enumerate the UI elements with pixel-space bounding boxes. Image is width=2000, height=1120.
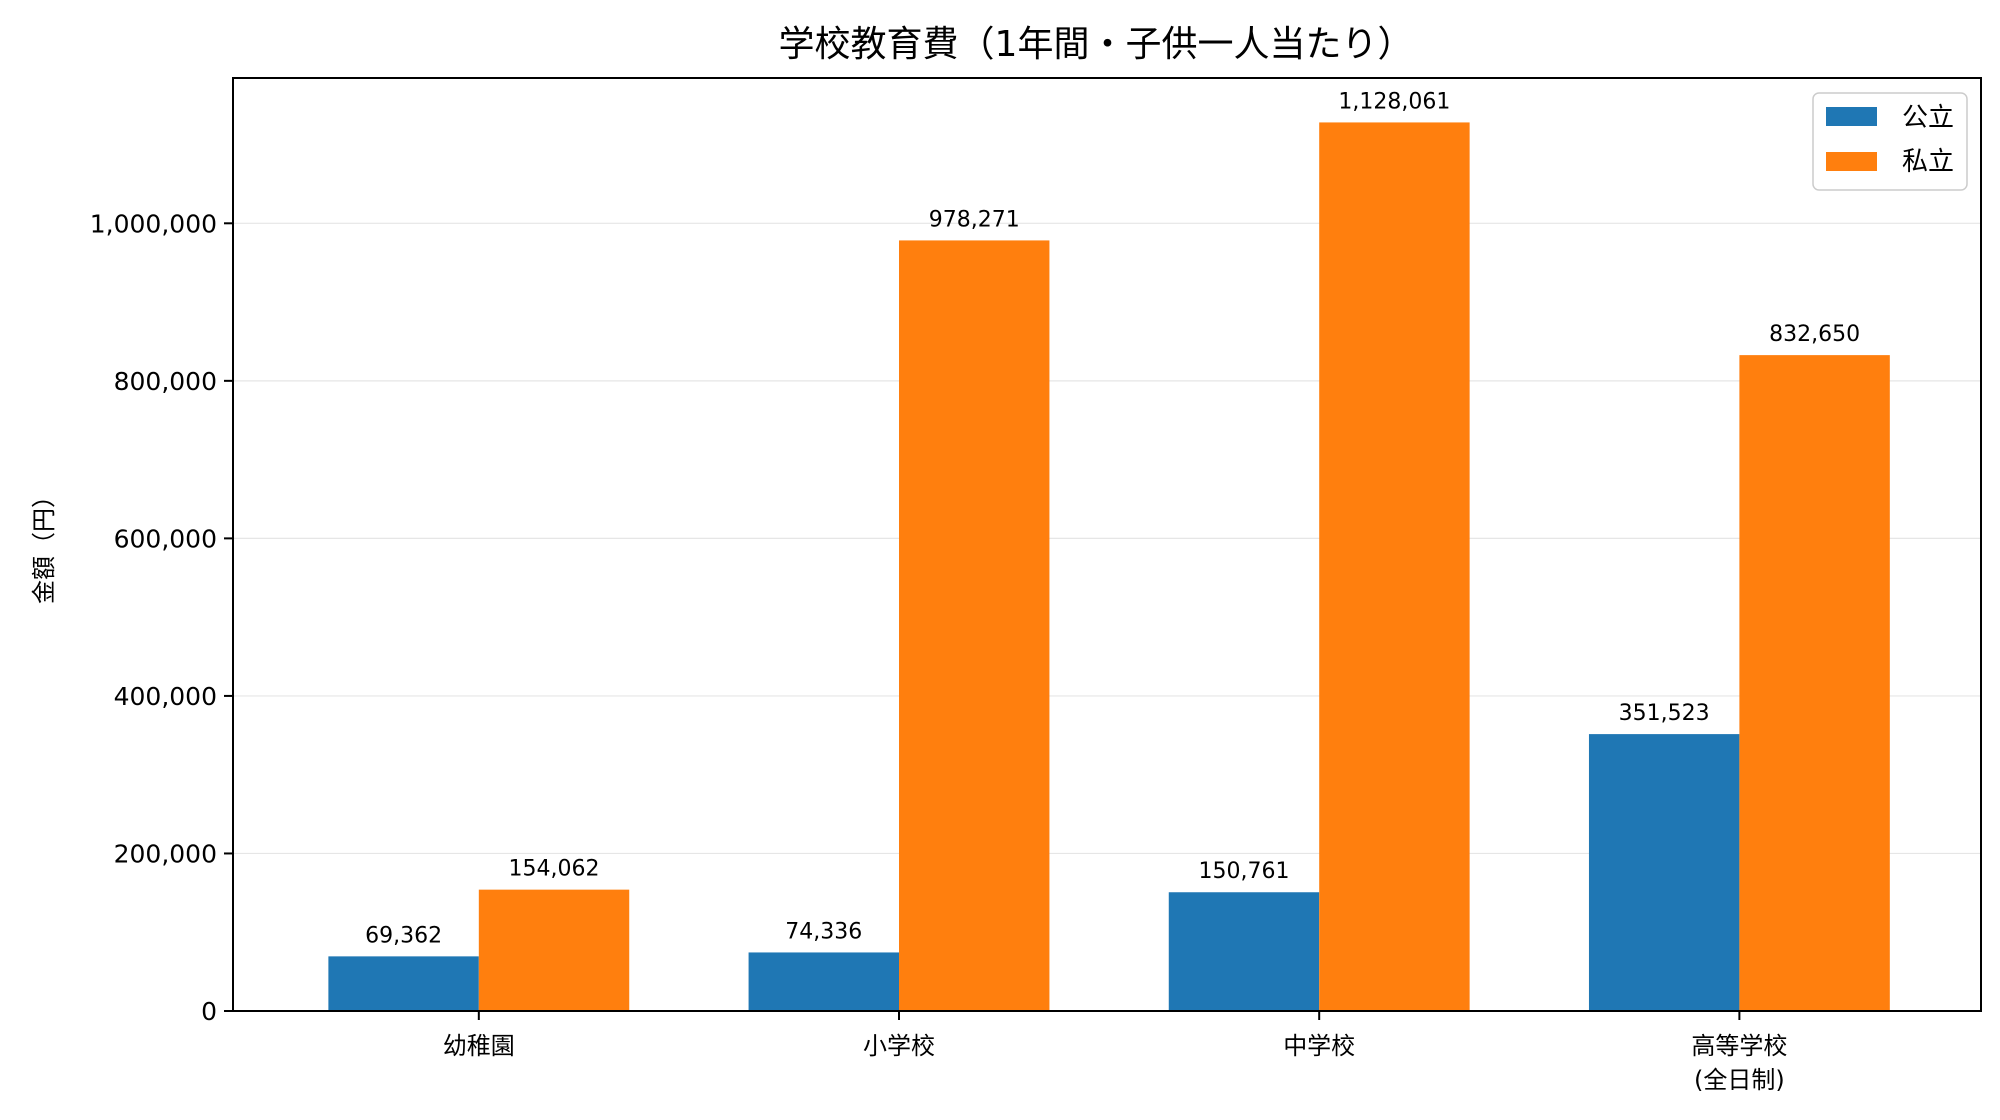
x-axis-ticks: 幼稚園 小学校 中学校 高等学校 (全日制) [443, 1011, 1787, 1094]
data-label: 74,336 [785, 919, 862, 944]
x-tick-label: 小学校 [863, 1032, 935, 1060]
x-tick-label: (全日制) [1694, 1066, 1785, 1094]
bar-private-2 [1319, 122, 1470, 1012]
legend-swatch-public [1826, 107, 1877, 126]
x-tick-label: 幼稚園 [443, 1032, 515, 1060]
data-label: 832,650 [1769, 322, 1860, 347]
data-label: 1,128,061 [1338, 89, 1450, 114]
data-label: 978,271 [929, 207, 1020, 232]
y-tick-label: 1,000,000 [90, 209, 217, 238]
data-label: 69,362 [365, 923, 442, 948]
bar-public-2 [1168, 892, 1320, 1011]
y-axis-ticks: 0 200,000 400,000 600,000 800,000 1,000,000 [90, 209, 233, 1026]
y-axis-title: 金額（円） [30, 484, 58, 604]
data-label: 154,062 [509, 857, 600, 882]
chart-title: 学校教育費（1年間・子供一人当たり） [779, 24, 1414, 65]
bar-private-0 [478, 889, 630, 1011]
y-tick-label: 600,000 [114, 524, 217, 553]
x-tick-label: 高等学校 [1691, 1032, 1787, 1060]
data-labels: 69,362 74,336 150,761 351,523 154,062 978,271… [365, 89, 1860, 948]
legend-label-private: 私立 [1902, 147, 1954, 177]
bar-public-0 [328, 956, 479, 1011]
x-tick-label: 中学校 [1283, 1032, 1355, 1060]
y-tick-label: 400,000 [114, 682, 217, 711]
bar-private-3 [1739, 355, 1890, 1012]
legend: 公立 私立 [1812, 92, 1968, 191]
y-tick-label: 0 [201, 997, 217, 1026]
data-label: 150,761 [1198, 859, 1289, 884]
y-tick-label: 200,000 [114, 839, 217, 868]
legend-label-public: 公立 [1902, 103, 1954, 133]
y-tick-label: 800,000 [114, 367, 217, 396]
data-label: 351,523 [1619, 701, 1710, 726]
bar-public-3 [1588, 734, 1740, 1011]
bar-private-1 [899, 240, 1050, 1011]
bars [328, 122, 1890, 1012]
legend-swatch-private [1826, 152, 1877, 171]
bar-public-1 [748, 952, 900, 1011]
plot-frame [232, 77, 1982, 1012]
